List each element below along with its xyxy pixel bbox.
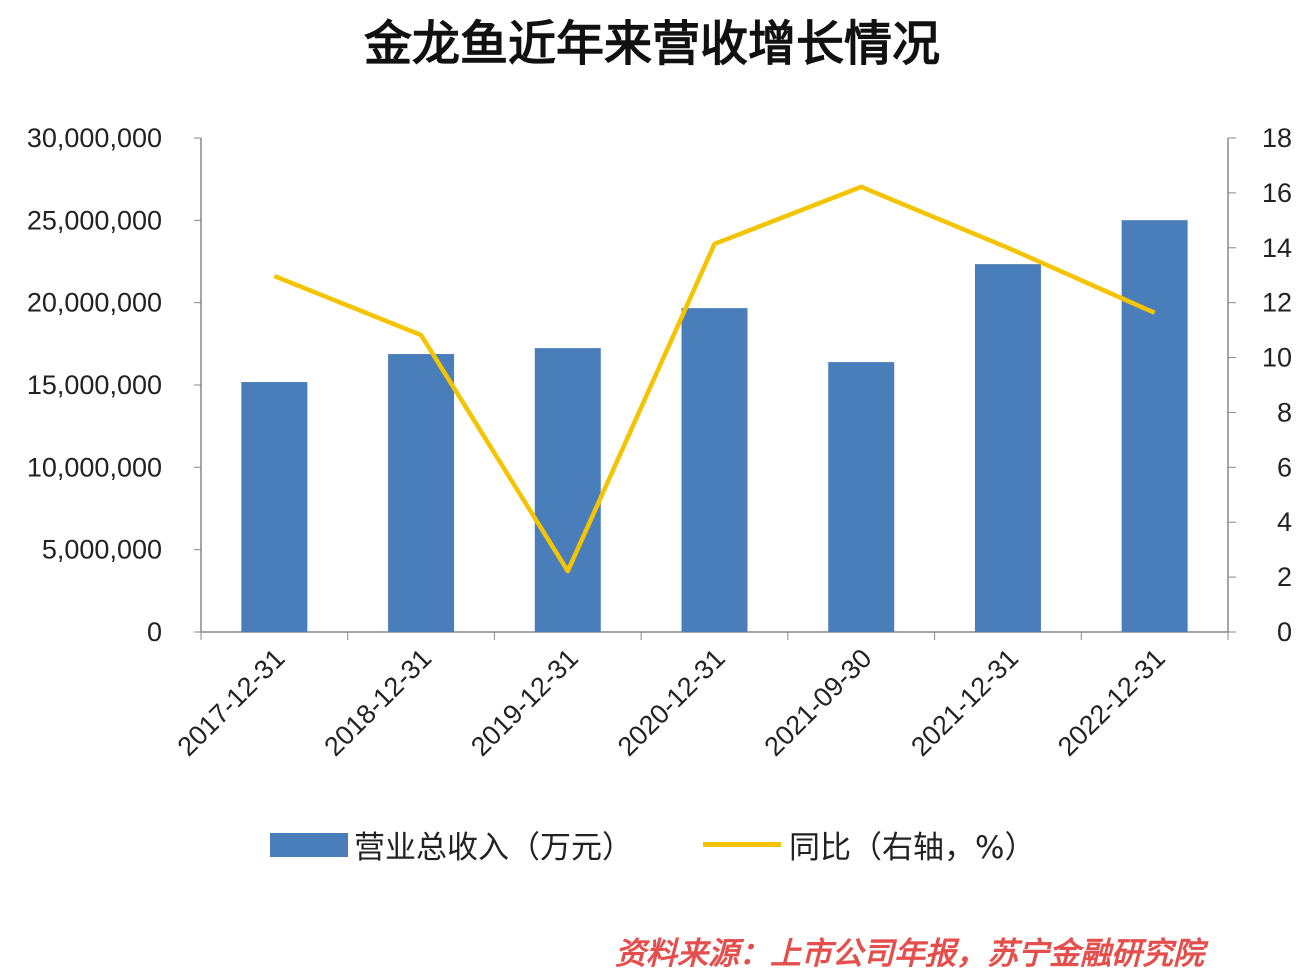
bar [388,354,455,632]
y2-tick-label: 10 [1262,343,1292,373]
y2-tick-label: 12 [1262,288,1292,318]
y2-tick-label: 14 [1262,233,1292,263]
x-tick-label: 2020-12-31 [612,643,731,762]
x-tick-label: 2019-12-31 [465,643,584,762]
y-tick-label: 30,000,000 [27,123,162,153]
y2-tick-label: 6 [1277,452,1292,482]
legend-line-swatch [703,842,781,847]
y-tick-label: 20,000,000 [27,288,162,318]
bar [974,264,1041,632]
y2-tick-label: 16 [1262,178,1292,208]
source-note: 资料来源：上市公司年报，苏宁金融研究院 [615,936,1204,972]
y2-tick-label: 2 [1277,562,1292,592]
y2-tick-label: 4 [1277,507,1292,537]
bar [1121,220,1188,632]
bar [534,348,601,632]
x-tick-label: 2017-12-31 [172,643,291,762]
bar [241,382,308,632]
y-tick-label: 5,000,000 [42,535,162,565]
legend-bar-swatch [270,832,348,857]
chart-title: 金龙鱼近年来营收增长情况 [363,16,940,72]
y-tick-label: 0 [147,617,162,647]
y-tick-label: 10,000,000 [27,452,162,482]
bar [828,362,895,632]
y-tick-label: 25,000,000 [27,205,162,235]
x-tick-label: 2018-12-31 [318,643,437,762]
legend-line-label: 同比（右轴，%） [789,830,1036,866]
y2-tick-label: 0 [1277,617,1292,647]
legend: 营业总收入（万元） 同比（右轴，%） [270,822,1035,867]
x-tick-label: 2021-12-31 [905,643,1024,762]
x-tick-label: 2021-09-30 [759,643,878,762]
x-tick-label: 2022-12-31 [1052,643,1171,762]
y2-tick-label: 8 [1277,397,1292,427]
y-tick-label: 15,000,000 [27,370,162,400]
y2-tick-label: 18 [1262,123,1292,153]
bar [681,308,748,632]
legend-bar-label: 营业总收入（万元） [354,830,633,866]
